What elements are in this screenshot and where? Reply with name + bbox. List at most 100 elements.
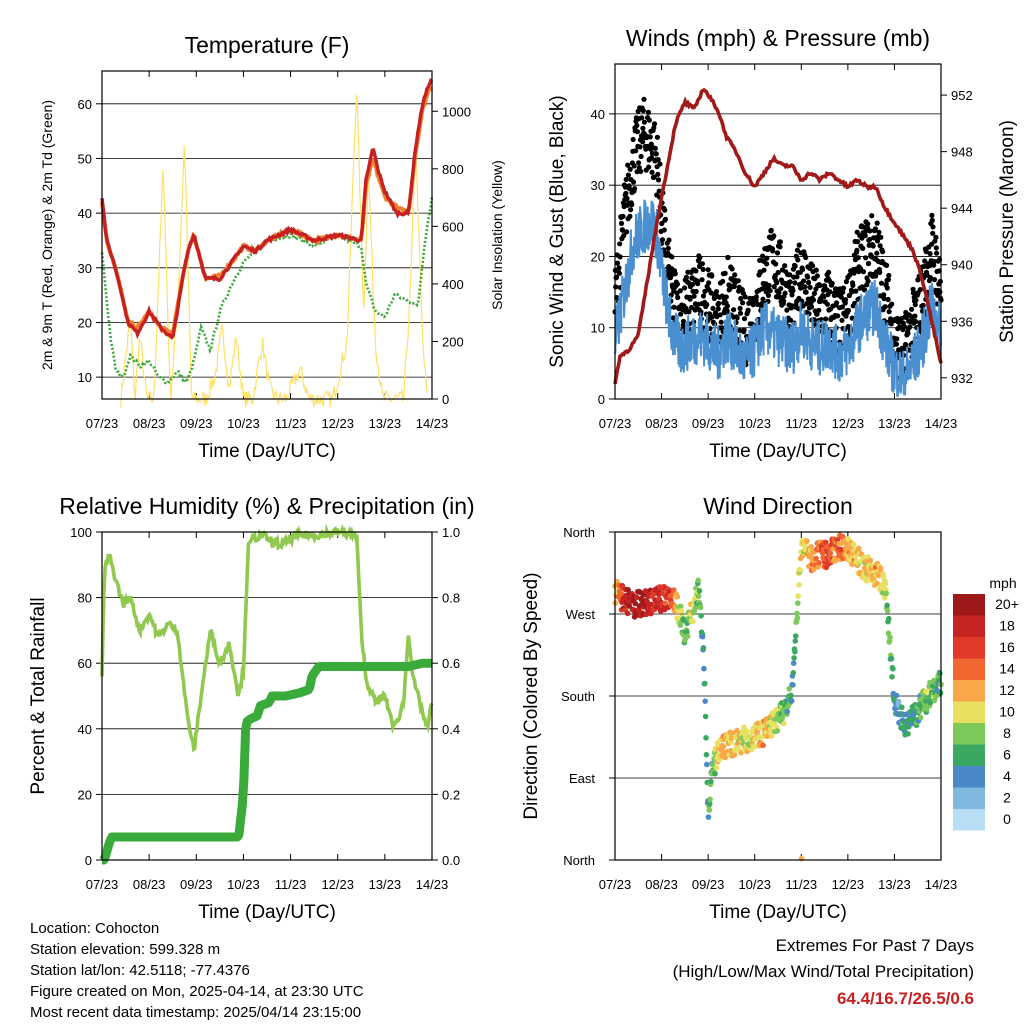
- y-left-tick-label: 10: [591, 321, 605, 336]
- y2-axis-label: Station Pressure (Maroon): [997, 120, 1018, 343]
- gust-point: [865, 260, 872, 267]
- y-right-tick-label: 600: [442, 219, 464, 234]
- gust-point: [804, 301, 810, 307]
- gust-point: [880, 249, 886, 255]
- direction-point: [784, 708, 790, 715]
- gust-point: [827, 289, 833, 295]
- gust-point: [655, 157, 661, 163]
- direction-point: [741, 724, 747, 731]
- gust-point: [618, 220, 625, 226]
- gust-point: [822, 283, 828, 289]
- direction-point: [632, 600, 639, 607]
- gust-point: [757, 257, 763, 263]
- gust-point: [678, 311, 684, 317]
- direction-point: [722, 754, 728, 761]
- gust-point: [882, 304, 888, 310]
- direction-point: [905, 731, 911, 737]
- direction-point: [684, 629, 690, 635]
- gust-point: [654, 134, 661, 140]
- direction-point: [678, 608, 685, 614]
- legend-label: 0: [1003, 811, 1011, 827]
- direction-point: [790, 660, 797, 666]
- gust-point: [657, 161, 663, 167]
- gust-point: [680, 322, 686, 328]
- y-axis-label: 2m & 9m T (Red, Orange) & 2m Td (Green): [39, 100, 55, 370]
- gust-point: [824, 301, 831, 307]
- gust-point: [792, 280, 798, 286]
- gust-point: [884, 262, 890, 268]
- gust-point: [855, 255, 861, 261]
- direction-point: [827, 550, 834, 556]
- x-tick-label: 10/23: [227, 416, 260, 431]
- gust-point: [715, 306, 721, 312]
- gust-point: [649, 155, 655, 161]
- gust-point: [640, 139, 646, 145]
- gust-point: [839, 317, 845, 323]
- gust-point: [706, 280, 712, 286]
- humidity-precip-panel: Relative Humidity (%) & Precipitation (i…: [28, 493, 475, 923]
- gust-point: [778, 286, 784, 292]
- gust-point: [725, 254, 731, 261]
- gust-point: [886, 309, 892, 315]
- legend-swatch: [953, 658, 985, 680]
- gust-point: [705, 267, 711, 273]
- winds-pressure-panel: Winds (mph) & Pressure (mb) Time (Day/UTC…: [547, 25, 1018, 462]
- direction-point: [881, 595, 888, 601]
- gust-point: [741, 327, 747, 333]
- extremes-values: 64.4/16.7/26.5/0.6: [836, 989, 974, 1008]
- gust-point: [933, 234, 939, 240]
- gust-point: [881, 292, 887, 298]
- latlon-text: Station lat/lon: 42.5118; -77.4376: [30, 962, 250, 979]
- x-tick-label: 07/23: [599, 877, 632, 892]
- direction-point: [931, 697, 938, 704]
- gust-point: [776, 290, 782, 296]
- y-left-tick-label: 100: [70, 525, 92, 540]
- gust-point: [774, 250, 781, 256]
- gust-point: [889, 301, 895, 307]
- direction-point: [699, 633, 706, 640]
- direction-point: [838, 546, 844, 553]
- direction-point: [796, 582, 802, 588]
- direction-point: [712, 770, 718, 777]
- direction-point: [790, 670, 797, 676]
- gust-point: [767, 288, 773, 294]
- y-right-tick-label: 936: [951, 314, 973, 329]
- gust-point: [922, 258, 928, 264]
- gust-point: [877, 243, 883, 249]
- gust-point: [737, 305, 743, 311]
- gust-point: [853, 288, 859, 294]
- gust-point: [792, 263, 798, 269]
- gust-point: [865, 278, 871, 284]
- gust-point: [629, 202, 635, 208]
- gust-point: [764, 255, 770, 261]
- y-right-tick-label: 0.8: [442, 591, 460, 606]
- gust-point: [795, 257, 801, 263]
- y-right-tick-label: 0.2: [442, 787, 460, 802]
- wind-speed-line: [614, 199, 942, 398]
- direction-point: [888, 655, 895, 662]
- y-left-tick-label: 10: [78, 370, 92, 385]
- gust-point: [671, 304, 677, 310]
- gust-point: [774, 280, 780, 286]
- gust-point: [814, 311, 820, 317]
- gust-point: [816, 307, 822, 313]
- gust-point: [624, 229, 630, 235]
- gust-point: [732, 272, 738, 278]
- chart-title: Temperature (F): [185, 32, 350, 58]
- gust-point: [623, 190, 629, 196]
- y-left-tick-label: 0: [85, 853, 92, 868]
- gust-point: [854, 247, 860, 253]
- gust-point: [794, 274, 800, 280]
- x-tick-label: 08/23: [133, 877, 166, 892]
- gust-point: [765, 292, 772, 298]
- direction-point: [695, 577, 701, 584]
- gust-point: [823, 316, 829, 322]
- y-left-tick-label: 60: [78, 656, 92, 671]
- direction-point: [816, 560, 822, 566]
- x-tick-label: 11/23: [275, 416, 307, 431]
- gust-point: [912, 313, 918, 319]
- gust-point: [845, 307, 852, 313]
- gust-point: [753, 294, 760, 300]
- direction-point: [696, 588, 703, 594]
- chart-title: Winds (mph) & Pressure (mb): [626, 25, 930, 51]
